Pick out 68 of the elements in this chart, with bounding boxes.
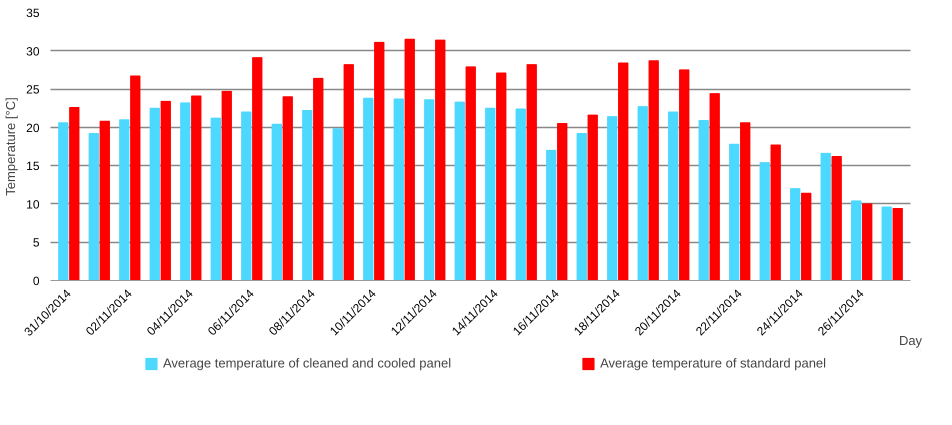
- y-tick-label: 5: [32, 236, 40, 250]
- bar: [191, 95, 202, 280]
- bar: [454, 102, 465, 280]
- bar: [313, 78, 324, 280]
- y-tick-label: 35: [26, 6, 40, 20]
- y-tick-label: 10: [26, 197, 40, 212]
- bar: [272, 124, 282, 280]
- y-tick-label: 30: [26, 44, 40, 58]
- bar: [394, 98, 404, 280]
- y-axis-title: Temperature [°C]: [3, 97, 18, 196]
- bar: [770, 144, 781, 280]
- bar: [820, 152, 831, 280]
- bar: [210, 118, 221, 280]
- bar: [882, 206, 892, 280]
- bar: [496, 72, 506, 280]
- bar: [740, 122, 750, 280]
- bar: [241, 112, 252, 280]
- y-tick-label: 25: [26, 82, 40, 97]
- bar: [282, 96, 293, 280]
- bar: [516, 108, 526, 280]
- bar: [485, 108, 496, 280]
- bar: [576, 132, 587, 280]
- bar: [180, 102, 190, 280]
- bar: [150, 108, 160, 280]
- bar: [679, 69, 690, 280]
- x-axis-title: Day: [898, 332, 923, 348]
- bar: [302, 110, 312, 280]
- bar: [862, 203, 872, 280]
- bar: [790, 188, 800, 280]
- bar: [710, 93, 720, 280]
- bar: [832, 156, 842, 280]
- bar: [332, 128, 343, 280]
- bar: [648, 60, 659, 280]
- bar: [607, 116, 618, 280]
- y-tick-label: 0: [32, 274, 40, 288]
- bar: [588, 114, 598, 280]
- bar: [424, 99, 434, 280]
- bar: [801, 192, 812, 280]
- bar: [546, 150, 556, 280]
- bar: [119, 119, 130, 280]
- bar: [435, 40, 446, 280]
- bar: [618, 62, 628, 280]
- bar: [252, 57, 262, 280]
- y-tick-label: 20: [26, 120, 40, 135]
- bar: [344, 64, 354, 280]
- bar: [374, 42, 384, 280]
- bar: [557, 123, 568, 280]
- bar: [729, 144, 740, 280]
- bar: [668, 112, 678, 280]
- bar: [466, 66, 476, 280]
- bar: [892, 208, 903, 280]
- bar: [130, 76, 140, 280]
- bar: [760, 162, 770, 280]
- bar: [69, 106, 80, 280]
- bar: [100, 120, 110, 280]
- bar: [222, 90, 232, 280]
- bar: [638, 106, 648, 280]
- bar: [160, 100, 171, 280]
- bar: [88, 132, 99, 280]
- legend-label: Average temperature of cleaned and cooled panel: [162, 356, 452, 370]
- bar: [363, 98, 374, 280]
- bar: [526, 64, 537, 280]
- bar: [404, 38, 415, 280]
- bar: [58, 122, 68, 280]
- bar: [851, 200, 862, 280]
- y-tick-label: 15: [26, 159, 40, 174]
- bar: [698, 120, 709, 280]
- legend-label: Average temperature of standard panel: [600, 356, 826, 370]
